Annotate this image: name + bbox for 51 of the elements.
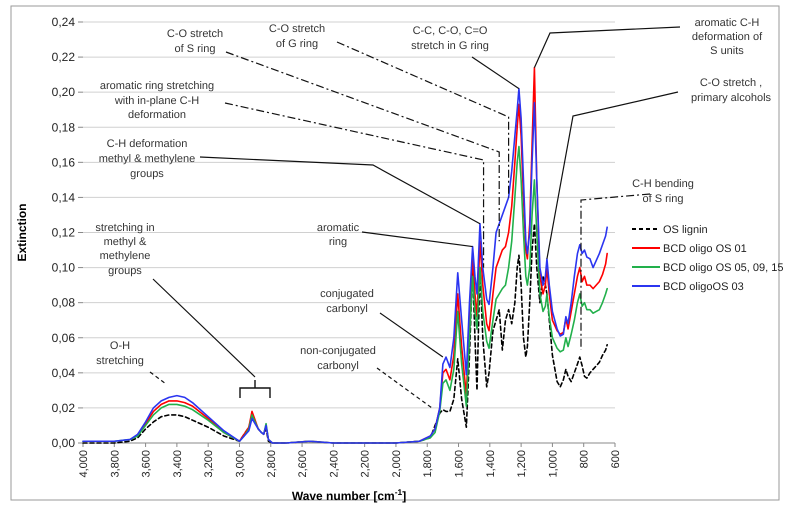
x-tick-label: 2,200: [360, 450, 372, 478]
annotation: conjugated carbonyl: [320, 288, 374, 315]
x-tick-label: 3,600: [140, 450, 153, 478]
text: C-H bending of S ring: [632, 178, 694, 205]
x-tick-label: 1,400: [484, 450, 497, 478]
y-tick-label: 0,24: [52, 15, 76, 29]
x-tick-label: 3,400: [172, 450, 184, 478]
annotation: C-O stretch , primary alcohols: [690, 77, 772, 104]
annotation: non-conjugated carbonyl: [300, 345, 376, 372]
x-tick-label: 1,200: [516, 450, 528, 478]
y-tick-label: 0,16: [52, 155, 76, 170]
y-tick-label: 0,04: [52, 366, 76, 380]
annotation: O-H stretching: [96, 340, 144, 367]
x-tick-label: 2,800: [266, 450, 278, 478]
x-tick-label: 3,200: [203, 450, 216, 478]
annotation: aromatic C-H deformation of S units: [692, 17, 764, 57]
y-tick-label: 0,14: [52, 190, 76, 204]
y-tick-label: 0,22: [52, 50, 76, 64]
annotation: C-H deformation methyl & methylene groups: [98, 138, 196, 180]
annotation: aromatic ring: [316, 222, 360, 248]
y-tick-label: 0,18: [52, 120, 76, 134]
legend-label: BCD oligoOS 03: [663, 281, 744, 293]
x-tick-label: 2,600: [297, 450, 310, 478]
x-tick-label: 800: [578, 450, 591, 468]
x-tick-label: 600: [610, 450, 622, 468]
y-axis-title: Extinction: [15, 203, 29, 262]
y-tick-label: 0,20: [52, 85, 76, 100]
annotation: aromatic ring stretching with in-plane C-H deformation: [100, 80, 214, 121]
y-tick-label: 0,10: [52, 260, 76, 275]
x-tick-label: 1,000: [547, 450, 560, 478]
y-tick-label: 0,06: [52, 330, 76, 345]
x-tick-label: 1,600: [454, 450, 466, 478]
legend-label: BCD oligo OS 05, 09, 15: [663, 262, 784, 274]
annotation: C-C, C-O, C=O stretch in G ring: [411, 25, 489, 52]
y-tick-label: 0,02: [52, 400, 76, 415]
x-tick-label: 4,000: [78, 450, 90, 478]
x-tick-label: 2,400: [328, 450, 340, 478]
x-tick-label: 2,000: [390, 450, 403, 478]
legend-label: BCD oligo OS 01: [663, 243, 747, 255]
annotation: stretching in methyl & methylene groups: [95, 222, 155, 277]
line-series: [82, 222, 608, 444]
y-tick-label: 0,12: [52, 226, 76, 240]
x-tick-label: 1,800: [422, 450, 434, 478]
x-tick-label: 3,800: [109, 450, 122, 478]
legend-label: OS lignin: [663, 224, 708, 236]
annotation: C-O stretch of G ring: [268, 23, 326, 50]
y-tick-label: 0,00: [52, 436, 76, 450]
x-tick-label: 3,000: [234, 450, 246, 478]
annotation: C-O stretch of S ring: [166, 28, 224, 55]
y-tick-label: 0,08: [52, 296, 76, 310]
x-axis-title: Wave number [cm$^{-1}$]: [292, 487, 406, 503]
